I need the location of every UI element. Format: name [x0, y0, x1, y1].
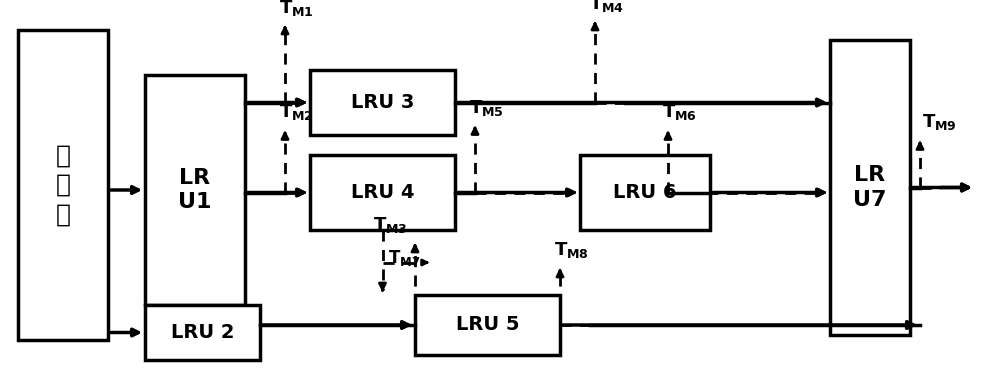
Bar [310, 70, 455, 135]
Text: LRU 4: LRU 4 [351, 183, 414, 202]
Text: LR
U1: LR U1 [178, 168, 212, 212]
Text: LRU 2: LRU 2 [171, 323, 234, 342]
Text: $\mathbf{T_{M4}}$: $\mathbf{T_{M4}}$ [589, 0, 624, 14]
Bar [310, 155, 455, 230]
Text: $\mathbf{T_{M6}}$: $\mathbf{T_{M6}}$ [662, 103, 697, 123]
Text: 子
系
统: 子 系 统 [56, 143, 70, 227]
Text: LRU 5: LRU 5 [456, 316, 519, 334]
Text: $\mathbf{T_{M5}}$: $\mathbf{T_{M5}}$ [469, 98, 504, 118]
Bar [415, 295, 560, 355]
Text: $\mathbf{T_{M8}}$: $\mathbf{T_{M8}}$ [554, 240, 589, 260]
Bar [145, 305, 260, 360]
Bar [18, 30, 108, 340]
Text: $\mathbf{T_{M3}}$: $\mathbf{T_{M3}}$ [373, 215, 408, 235]
Text: $\mathbf{T_{M9}}$: $\mathbf{T_{M9}}$ [922, 112, 957, 132]
Text: LR
U7: LR U7 [853, 165, 887, 210]
Text: $\mathbf{T_{M1}}$: $\mathbf{T_{M1}}$ [279, 0, 314, 18]
Bar [830, 40, 910, 335]
Text: LRU 3: LRU 3 [351, 93, 414, 112]
Bar [145, 75, 245, 305]
Text: LRU 6: LRU 6 [613, 183, 677, 202]
Text: $\mathbf{T_{M7}}$: $\mathbf{T_{M7}}$ [388, 247, 420, 268]
Bar [580, 155, 710, 230]
Text: $\mathbf{T_{M2}}$: $\mathbf{T_{M2}}$ [279, 103, 314, 123]
